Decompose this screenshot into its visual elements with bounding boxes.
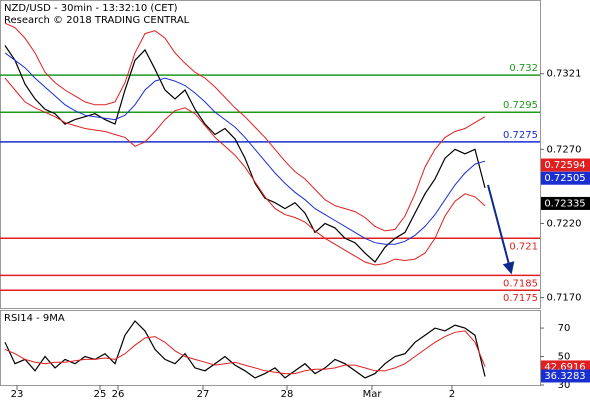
x-tick-label: 26 — [112, 389, 125, 400]
level-label: 0.7175 — [503, 293, 538, 304]
level-label-bg — [500, 277, 538, 289]
rsi-title: RSI14 - 9MA — [4, 313, 65, 324]
series-line — [4, 77, 486, 266]
forecast-arrow — [487, 184, 515, 275]
rsi-panel — [0, 310, 541, 386]
series-line — [4, 22, 486, 232]
price-tag — [541, 171, 590, 185]
y-tick-label: 50 — [558, 352, 571, 363]
y-tick-label: 30 — [558, 380, 571, 391]
x-tick-label: 28 — [281, 389, 294, 400]
level-label: 0.721 — [509, 241, 538, 252]
x-tick-label: 25 — [94, 389, 107, 400]
level-label-bg — [500, 99, 538, 111]
price-tag-label: 0.72335 — [544, 198, 585, 209]
series-line — [4, 45, 486, 263]
x-tick-label: 23 — [11, 389, 24, 400]
chart-title: NZD/USD - 30min - 13:32:10 (CET) — [4, 3, 178, 14]
price-tag — [541, 196, 590, 210]
level-label-bg — [500, 128, 538, 140]
price-tag — [541, 369, 590, 383]
y-tick-label: 0.7220 — [547, 218, 582, 229]
chart-subtitle: Research © 2018 TRADING CENTRAL — [4, 15, 190, 26]
y-tick-label: 70 — [558, 323, 571, 334]
series-line — [4, 320, 486, 379]
level-label-bg — [500, 62, 538, 74]
y-tick-label: 0.7170 — [547, 293, 582, 304]
x-tick-label: 2 — [449, 389, 455, 400]
level-label: 0.7185 — [503, 278, 538, 289]
price-tag-label: 0.72594 — [544, 160, 585, 171]
level-label: 0.7275 — [503, 130, 538, 141]
price-panel — [0, 0, 541, 309]
price-tag-label: 0.72505 — [544, 173, 585, 184]
series-line — [4, 330, 486, 375]
price-tag-label: 42.6916 — [544, 362, 585, 373]
price-tag — [541, 158, 590, 172]
level-label-bg — [500, 240, 538, 252]
series-line — [4, 52, 486, 245]
price-tag-label: 36.3283 — [544, 371, 585, 382]
level-label-bg — [500, 292, 538, 304]
x-tick-label: 27 — [197, 389, 210, 400]
x-tick-label: Mar — [363, 389, 383, 400]
level-label: 0.7295 — [503, 100, 538, 111]
level-label: 0.732 — [509, 63, 538, 74]
y-tick-label: 0.7321 — [547, 69, 582, 80]
y-tick-label: 0.7270 — [547, 144, 582, 155]
